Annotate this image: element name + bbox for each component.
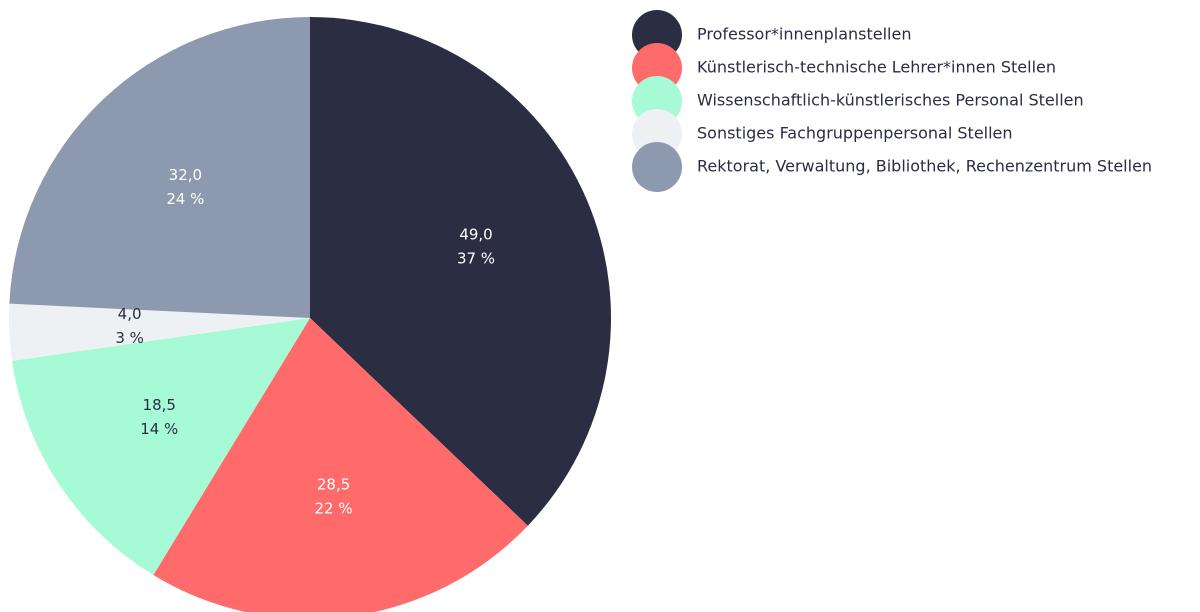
legend-swatch <box>632 142 682 192</box>
slice-percentage-label: 24 % <box>166 190 204 208</box>
slice-percentage-label: 3 % <box>115 329 144 347</box>
slice-value-label: 49,0 <box>459 225 492 243</box>
pie-slice <box>9 17 310 318</box>
pie-slice <box>8 303 310 361</box>
legend-label: Professor*innenplanstellen <box>697 25 911 44</box>
slice-percentage-label: 14 % <box>140 420 178 438</box>
slice-value-label: 18,5 <box>143 396 176 414</box>
slice-value-label: 4,0 <box>118 305 142 323</box>
legend-label: Rektorat, Verwaltung, Bibliothek, Rechen… <box>697 157 1152 176</box>
legend-label: Künstlerisch-technische Lehrer*innen Ste… <box>697 58 1056 77</box>
legend-label: Wissenschaftlich-künstlerisches Personal… <box>697 91 1084 110</box>
slice-value-label: 28,5 <box>317 476 350 494</box>
slice-value-label: 32,0 <box>169 166 202 184</box>
pie-slice <box>12 318 310 576</box>
slice-percentage-label: 37 % <box>457 249 495 267</box>
slice-percentage-label: 22 % <box>315 500 353 518</box>
pie-slice <box>310 17 611 526</box>
pie-slice <box>153 318 528 612</box>
legend-label: Sonstiges Fachgruppenpersonal Stellen <box>697 124 1013 143</box>
